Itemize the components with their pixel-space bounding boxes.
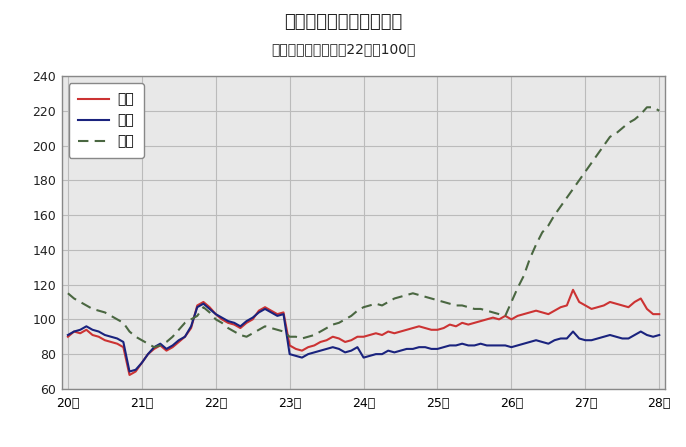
生産	[82, 327, 91, 333]
在庫	[107, 313, 115, 319]
出荷	[107, 334, 115, 339]
生産	[409, 325, 417, 331]
生産	[126, 372, 134, 378]
出荷	[82, 324, 91, 329]
生産	[366, 332, 374, 337]
生産	[64, 334, 72, 339]
在庫	[366, 303, 374, 308]
出荷	[655, 332, 663, 337]
出荷	[126, 369, 134, 374]
出荷	[532, 337, 540, 343]
在庫	[643, 105, 651, 110]
出荷	[372, 351, 380, 357]
在庫	[224, 325, 232, 331]
出荷	[200, 301, 208, 306]
Line: 生産: 生産	[68, 290, 659, 375]
生産	[107, 339, 115, 345]
Line: 出荷: 出荷	[68, 304, 659, 371]
在庫	[150, 345, 158, 350]
生産	[525, 310, 534, 315]
在庫	[409, 291, 417, 296]
在庫	[64, 291, 72, 296]
在庫	[82, 303, 91, 308]
生産	[224, 320, 232, 325]
出荷	[415, 345, 423, 350]
在庫	[525, 256, 534, 261]
生産	[655, 312, 663, 317]
Line: 在庫: 在庫	[68, 107, 659, 347]
Legend: 生産, 出荷, 在庫: 生産, 出荷, 在庫	[69, 83, 144, 158]
生産	[569, 287, 577, 292]
Text: 鳥取県鉱工業指数の推移: 鳥取県鉱工業指数の推移	[284, 13, 402, 31]
出荷	[64, 332, 72, 337]
出荷	[230, 320, 238, 325]
在庫	[655, 108, 663, 114]
Text: （季節調整済、平成22年＝100）: （季節調整済、平成22年＝100）	[271, 42, 415, 56]
